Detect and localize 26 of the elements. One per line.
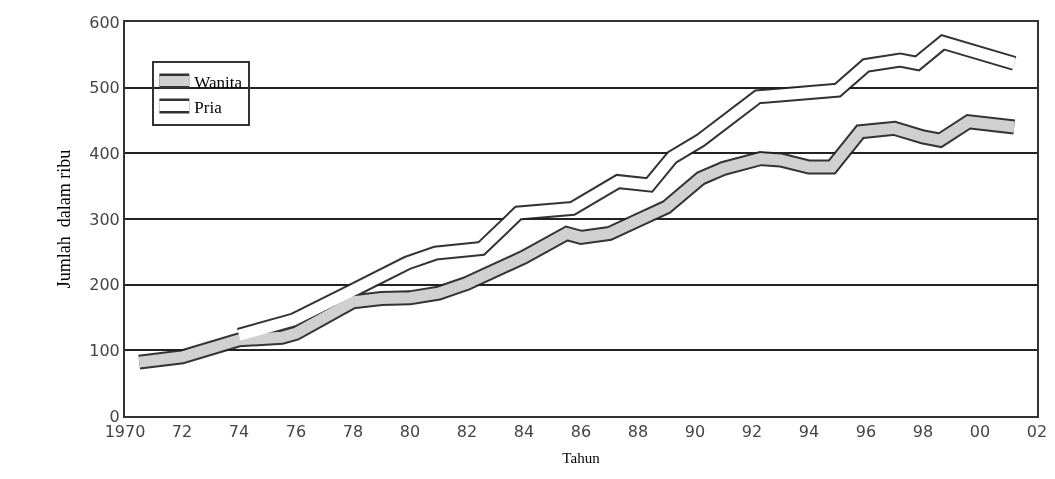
x-tick-label: 78 [342, 422, 364, 442]
x-tick-label: 94 [798, 422, 820, 442]
y-tick-label: 500 [89, 78, 120, 98]
legend-label: Pria [194, 97, 223, 117]
x-tick-label: 02 [1026, 422, 1048, 442]
x-tick-label: 72 [171, 422, 193, 442]
x-tick-label: 00 [969, 422, 991, 442]
x-axis-title: Tahun [562, 449, 601, 466]
x-tick-label: 82 [456, 422, 478, 442]
legend-label: Wanita [194, 72, 243, 92]
x-tick-label: 88 [627, 422, 649, 442]
x-tick-label: 80 [399, 422, 421, 442]
x-tick-label: 98 [912, 422, 934, 442]
y-axis-title: Jumlah dalam ribu [53, 149, 74, 289]
y-tick-label: 100 [89, 340, 120, 360]
x-tick-label: 76 [285, 422, 307, 442]
y-tick-label: 300 [89, 209, 120, 229]
x-tick-label: 92 [741, 422, 763, 442]
y-tick-label: 200 [89, 275, 120, 295]
x-tick-label: 74 [228, 422, 250, 442]
y-tick-label: 600 [89, 12, 120, 32]
x-tick-label: 90 [684, 422, 706, 442]
x-tick-label: 96 [855, 422, 877, 442]
y-tick-label: 400 [89, 143, 120, 163]
x-tick-label: 86 [570, 422, 592, 442]
x-tick-label: 84 [513, 422, 535, 442]
